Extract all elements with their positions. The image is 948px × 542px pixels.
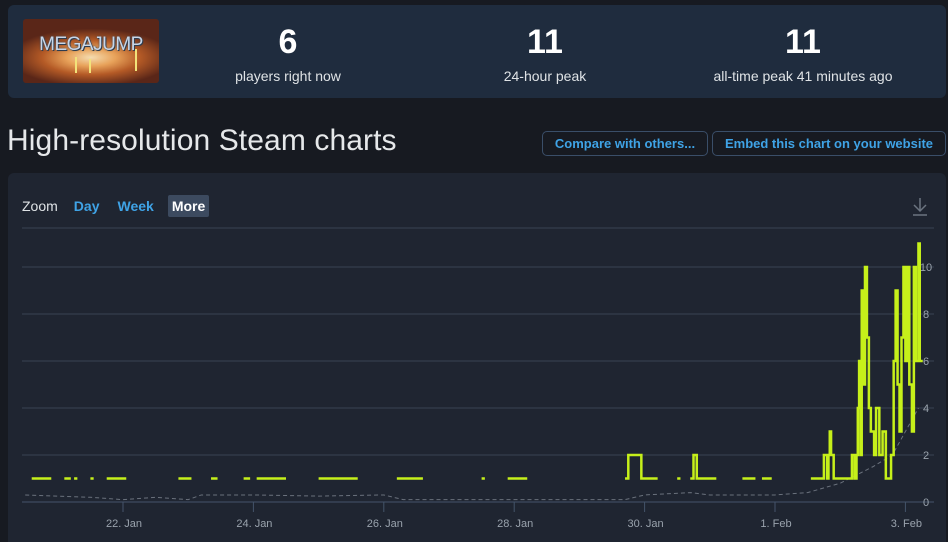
y-tick-label: 8 bbox=[923, 309, 929, 321]
zoom-week-button[interactable]: Week bbox=[117, 198, 154, 214]
zoom-day-button[interactable]: Day bbox=[73, 198, 100, 214]
zoom-more-button[interactable]: More bbox=[167, 195, 210, 217]
y-tick-label: 0 bbox=[923, 497, 929, 509]
x-tick-label: 22. Jan bbox=[106, 518, 142, 530]
x-tick-label: 24. Jan bbox=[236, 518, 272, 530]
logo-figure-decoration bbox=[89, 59, 91, 73]
average-series-line bbox=[25, 407, 919, 501]
y-tick-label: 2 bbox=[923, 450, 929, 462]
players-series-line bbox=[31, 242, 923, 480]
stat-label: 24-hour peak bbox=[503, 68, 587, 84]
stat-value: 11 bbox=[527, 23, 563, 61]
header-stats-card: MEGAJUMP 6 players right now 11 24-hour … bbox=[8, 5, 946, 98]
stat-players-now: 6 players right now bbox=[218, 23, 358, 84]
y-tick-label: 6 bbox=[923, 356, 929, 368]
stat-label: players right now bbox=[235, 68, 341, 84]
zoom-label: Zoom bbox=[22, 198, 58, 214]
logo-figure-decoration bbox=[75, 57, 77, 73]
x-tick-label: 26. Jan bbox=[367, 518, 403, 530]
game-logo-text: MEGAJUMP bbox=[39, 34, 143, 55]
stat-24h-peak: 11 24-hour peak bbox=[475, 23, 615, 84]
game-logo[interactable]: MEGAJUMP bbox=[23, 19, 159, 83]
player-count-chart[interactable]: 0 2 4 6 8 10 22. Jan 24. Jan 26. Jan 28. Jan 30. J… bbox=[8, 173, 946, 542]
stat-value: 11 bbox=[785, 23, 821, 61]
x-tick-label: 1. Feb bbox=[760, 518, 791, 530]
download-icon[interactable] bbox=[910, 195, 930, 217]
page-title: High-resolution Steam charts bbox=[7, 124, 397, 157]
zoom-bar: Zoom Day Week More bbox=[22, 195, 210, 217]
y-tick-label: 10 bbox=[920, 262, 932, 274]
x-tick-label: 30. Jan bbox=[628, 518, 664, 530]
y-tick-label: 4 bbox=[923, 403, 929, 415]
compare-button[interactable]: Compare with others... bbox=[542, 131, 708, 156]
x-tick-label: 3. Feb bbox=[891, 518, 922, 530]
embed-chart-button[interactable]: Embed this chart on your website bbox=[712, 131, 946, 156]
logo-figure-decoration bbox=[135, 49, 137, 71]
stat-value: 6 bbox=[278, 23, 298, 61]
x-tick-label: 28. Jan bbox=[497, 518, 533, 530]
stat-all-time-peak: 11 all-time peak 41 minutes ago bbox=[703, 23, 903, 84]
stat-label: all-time peak 41 minutes ago bbox=[713, 68, 893, 84]
chart-card: Zoom Day Week More 0 2 4 6 8 10 22. Jan 24. Jan… bbox=[8, 173, 946, 542]
